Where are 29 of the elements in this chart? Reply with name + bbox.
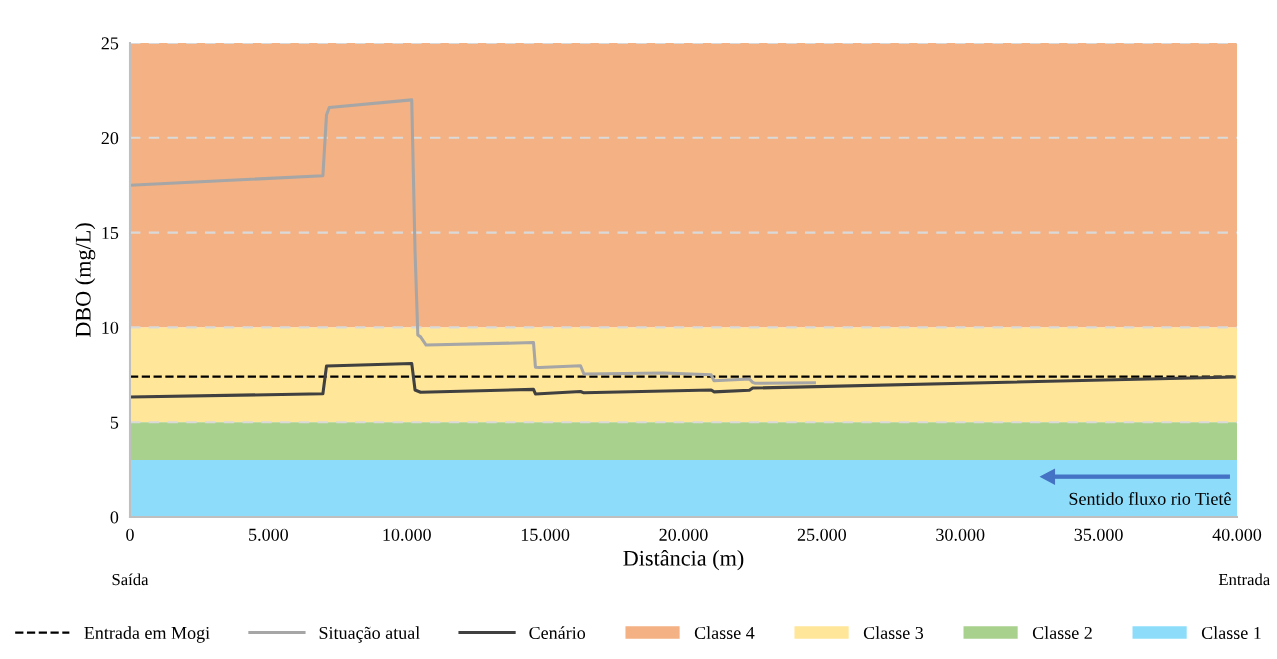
legend-label: Situação atual	[319, 626, 420, 643]
y-tick-label: 5	[110, 416, 119, 429]
line-series	[130, 361, 1236, 399]
legend-label: Classe 2	[1032, 626, 1092, 640]
legend-label: Classe 3	[863, 626, 924, 640]
x-tick-label: 40.000	[1212, 528, 1262, 541]
y-tick-label: 15	[102, 226, 119, 240]
x-tick-label: 0	[126, 528, 134, 541]
y-tick-label: 25	[101, 37, 119, 50]
y-tick-label: 0	[110, 511, 119, 524]
annotation: Sentido fluxo rio Tietê	[1069, 492, 1231, 505]
x-tick-label: 5.000	[249, 528, 288, 541]
x-axis-title: Distância (m)	[623, 550, 744, 571]
x-tick-label: 10.000	[383, 528, 431, 541]
legend-label: Entrada em Mogi	[84, 626, 210, 643]
x-tick-label: 25.000	[797, 528, 847, 541]
text: Entrada	[1218, 573, 1270, 586]
y-tick-label: 10	[102, 321, 119, 334]
y-tick-label: 20	[101, 132, 119, 145]
legend-label: Cenário	[529, 626, 586, 640]
x-tick-label: 30.000	[936, 528, 985, 541]
x-tick-label: 35.000	[1074, 528, 1123, 541]
text: Saída	[112, 573, 149, 586]
y-axis-title: DBO (mg/L)	[75, 223, 96, 338]
x-tick-label: 20.000	[659, 528, 708, 541]
legend-label: Classe 1	[1201, 626, 1261, 640]
x-tick-label: 15.000	[521, 528, 570, 541]
line-series	[130, 98, 816, 385]
legend-label: Classe 4	[694, 626, 755, 640]
